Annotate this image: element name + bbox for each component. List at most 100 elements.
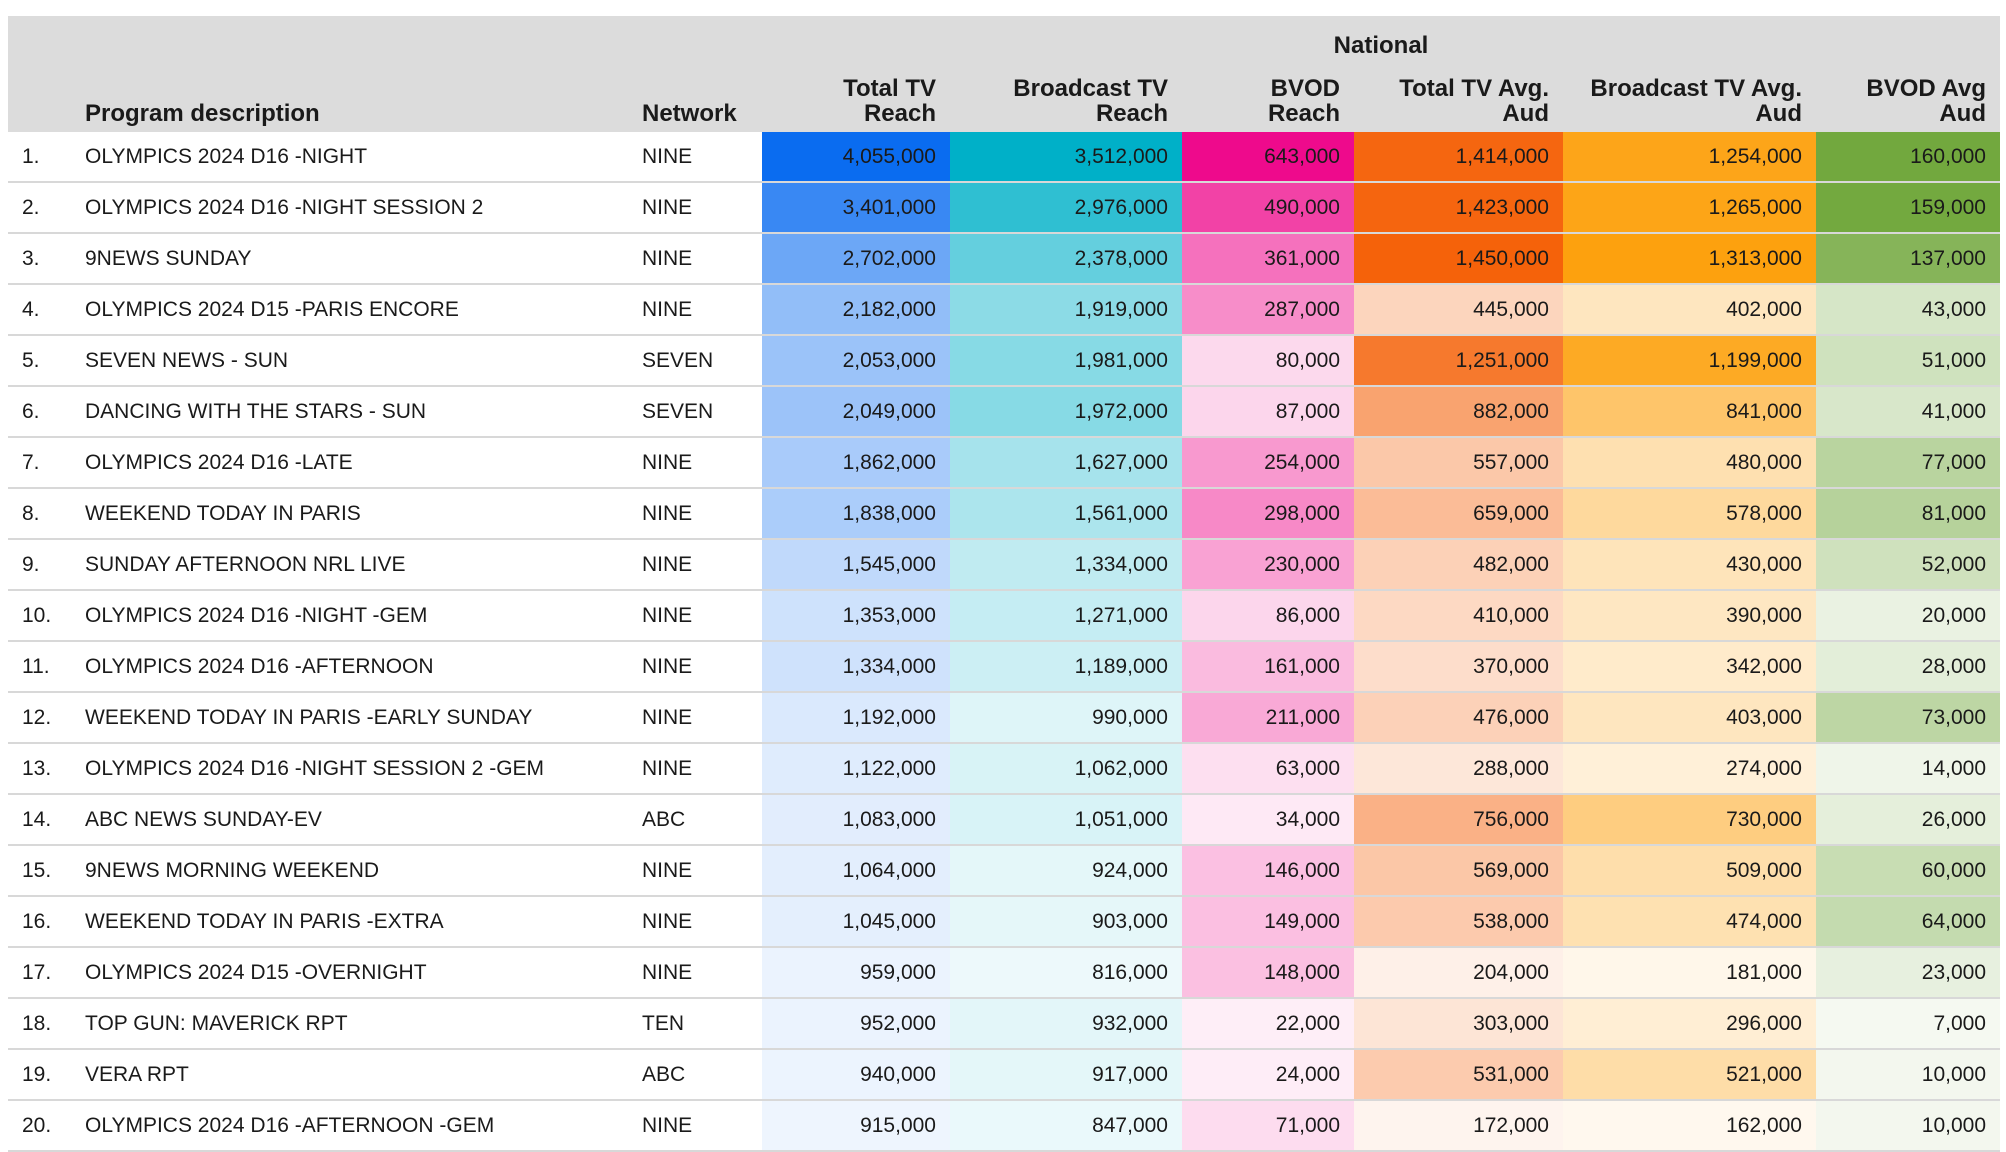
broadcast-tv-avg-aud-cell: 841,000 bbox=[1563, 386, 1816, 438]
bvod-reach-cell: 490,000 bbox=[1182, 182, 1354, 234]
total-tv-reach-cell: 2,053,000 bbox=[762, 335, 950, 387]
network-cell: NINE bbox=[628, 488, 762, 540]
program-description-cell: 9NEWS SUNDAY bbox=[71, 233, 628, 285]
broadcast-tv-reach-cell: 932,000 bbox=[950, 998, 1182, 1050]
total-tv-reach-cell: 1,353,000 bbox=[762, 590, 950, 642]
network-cell: NINE bbox=[628, 437, 762, 489]
program-description-cell: WEEKEND TODAY IN PARIS -EXTRA bbox=[71, 896, 628, 948]
header-rank bbox=[8, 60, 71, 132]
bvod-avg-aud-cell: 159,000 bbox=[1816, 182, 2000, 234]
table-row: 18. TOP GUN: MAVERICK RPT TEN 952,000 932,00… bbox=[8, 998, 2000, 1050]
total-tv-avg-aud-cell: 1,414,000 bbox=[1354, 132, 1563, 183]
network-cell: ABC bbox=[628, 794, 762, 846]
program-description-cell: OLYMPICS 2024 D16 -AFTERNOON bbox=[71, 641, 628, 693]
broadcast-tv-reach-cell: 2,378,000 bbox=[950, 233, 1182, 285]
bvod-avg-aud-cell: 23,000 bbox=[1816, 947, 2000, 999]
bvod-reach-cell: 161,000 bbox=[1182, 641, 1354, 693]
network-cell: NINE bbox=[628, 947, 762, 999]
table-row: 19. VERA RPT ABC 940,000 917,000 24,000 531,00… bbox=[8, 1049, 2000, 1101]
program-description-cell: TOP GUN: MAVERICK RPT bbox=[71, 998, 628, 1050]
total-tv-avg-aud-cell: 410,000 bbox=[1354, 590, 1563, 642]
broadcast-tv-reach-cell: 1,334,000 bbox=[950, 539, 1182, 591]
total-tv-avg-aud-cell: 659,000 bbox=[1354, 488, 1563, 540]
row-rank: 11. bbox=[8, 641, 71, 693]
bvod-avg-aud-cell: 10,000 bbox=[1816, 1100, 2000, 1152]
bvod-avg-aud-cell: 60,000 bbox=[1816, 845, 2000, 897]
bvod-reach-cell: 24,000 bbox=[1182, 1049, 1354, 1101]
row-rank: 13. bbox=[8, 743, 71, 795]
ratings-table-container: National Program description Network Tot… bbox=[8, 16, 2000, 1152]
total-tv-reach-cell: 2,049,000 bbox=[762, 386, 950, 438]
bvod-reach-cell: 80,000 bbox=[1182, 335, 1354, 387]
total-tv-reach-cell: 4,055,000 bbox=[762, 132, 950, 183]
row-rank: 20. bbox=[8, 1100, 71, 1152]
bvod-reach-cell: 146,000 bbox=[1182, 845, 1354, 897]
row-rank: 3. bbox=[8, 233, 71, 285]
broadcast-tv-avg-aud-cell: 509,000 bbox=[1563, 845, 1816, 897]
broadcast-tv-avg-aud-cell: 578,000 bbox=[1563, 488, 1816, 540]
total-tv-avg-aud-cell: 476,000 bbox=[1354, 692, 1563, 744]
total-tv-avg-aud-cell: 557,000 bbox=[1354, 437, 1563, 489]
total-tv-reach-cell: 1,334,000 bbox=[762, 641, 950, 693]
row-rank: 8. bbox=[8, 488, 71, 540]
total-tv-reach-cell: 2,182,000 bbox=[762, 284, 950, 336]
header-group-national: National bbox=[762, 16, 2000, 60]
network-cell: ABC bbox=[628, 1049, 762, 1101]
broadcast-tv-reach-cell: 2,976,000 bbox=[950, 182, 1182, 234]
header-broadcast-tv-avg-aud: Broadcast TV Avg. Aud bbox=[1563, 60, 1816, 132]
table-row: 8. WEEKEND TODAY IN PARIS NINE 1,838,000 1,5… bbox=[8, 488, 2000, 540]
total-tv-reach-cell: 1,838,000 bbox=[762, 488, 950, 540]
network-cell: NINE bbox=[628, 641, 762, 693]
program-description-cell: VERA RPT bbox=[71, 1049, 628, 1101]
total-tv-avg-aud-cell: 482,000 bbox=[1354, 539, 1563, 591]
table-row: 11. OLYMPICS 2024 D16 -AFTERNOON NINE 1,334… bbox=[8, 641, 2000, 693]
total-tv-reach-cell: 1,064,000 bbox=[762, 845, 950, 897]
table-row: 2. OLYMPICS 2024 D16 -NIGHT SESSION 2 NINE… bbox=[8, 182, 2000, 234]
total-tv-reach-cell: 1,045,000 bbox=[762, 896, 950, 948]
broadcast-tv-avg-aud-cell: 1,199,000 bbox=[1563, 335, 1816, 387]
broadcast-tv-reach-cell: 1,919,000 bbox=[950, 284, 1182, 336]
bvod-reach-cell: 643,000 bbox=[1182, 132, 1354, 183]
row-rank: 9. bbox=[8, 539, 71, 591]
bvod-avg-aud-cell: 137,000 bbox=[1816, 233, 2000, 285]
broadcast-tv-reach-cell: 1,062,000 bbox=[950, 743, 1182, 795]
broadcast-tv-avg-aud-cell: 274,000 bbox=[1563, 743, 1816, 795]
total-tv-avg-aud-cell: 1,450,000 bbox=[1354, 233, 1563, 285]
network-cell: NINE bbox=[628, 692, 762, 744]
header-broadcast-tv-reach: Broadcast TV Reach bbox=[950, 60, 1182, 132]
total-tv-avg-aud-cell: 204,000 bbox=[1354, 947, 1563, 999]
table-row: 7. OLYMPICS 2024 D16 -LATE NINE 1,862,000 1,… bbox=[8, 437, 2000, 489]
header-bvod-avg-aud: BVOD Avg Aud bbox=[1816, 60, 2000, 132]
network-cell: NINE bbox=[628, 743, 762, 795]
total-tv-reach-cell: 1,083,000 bbox=[762, 794, 950, 846]
row-rank: 17. bbox=[8, 947, 71, 999]
header-total-tv-reach: Total TV Reach bbox=[762, 60, 950, 132]
total-tv-avg-aud-cell: 569,000 bbox=[1354, 845, 1563, 897]
broadcast-tv-avg-aud-cell: 342,000 bbox=[1563, 641, 1816, 693]
bvod-reach-cell: 87,000 bbox=[1182, 386, 1354, 438]
program-description-cell: SEVEN NEWS - SUN bbox=[71, 335, 628, 387]
bvod-avg-aud-cell: 51,000 bbox=[1816, 335, 2000, 387]
broadcast-tv-reach-cell: 924,000 bbox=[950, 845, 1182, 897]
total-tv-avg-aud-cell: 445,000 bbox=[1354, 284, 1563, 336]
bvod-reach-cell: 298,000 bbox=[1182, 488, 1354, 540]
bvod-reach-cell: 287,000 bbox=[1182, 284, 1354, 336]
table-row: 17. OLYMPICS 2024 D15 -OVERNIGHT NINE 959,0… bbox=[8, 947, 2000, 999]
broadcast-tv-reach-cell: 1,189,000 bbox=[950, 641, 1182, 693]
bvod-avg-aud-cell: 20,000 bbox=[1816, 590, 2000, 642]
total-tv-reach-cell: 3,401,000 bbox=[762, 182, 950, 234]
table-row: 13. OLYMPICS 2024 D16 -NIGHT SESSION 2 -G… bbox=[8, 743, 2000, 795]
broadcast-tv-reach-cell: 903,000 bbox=[950, 896, 1182, 948]
bvod-reach-cell: 230,000 bbox=[1182, 539, 1354, 591]
program-description-cell: OLYMPICS 2024 D15 -OVERNIGHT bbox=[71, 947, 628, 999]
program-description-cell: OLYMPICS 2024 D16 -NIGHT SESSION 2 -GEM bbox=[71, 743, 628, 795]
bvod-reach-cell: 22,000 bbox=[1182, 998, 1354, 1050]
broadcast-tv-avg-aud-cell: 521,000 bbox=[1563, 1049, 1816, 1101]
bvod-avg-aud-cell: 64,000 bbox=[1816, 896, 2000, 948]
broadcast-tv-avg-aud-cell: 430,000 bbox=[1563, 539, 1816, 591]
program-description-cell: OLYMPICS 2024 D16 -LATE bbox=[71, 437, 628, 489]
total-tv-reach-cell: 1,192,000 bbox=[762, 692, 950, 744]
bvod-reach-cell: 254,000 bbox=[1182, 437, 1354, 489]
row-rank: 7. bbox=[8, 437, 71, 489]
total-tv-avg-aud-cell: 756,000 bbox=[1354, 794, 1563, 846]
